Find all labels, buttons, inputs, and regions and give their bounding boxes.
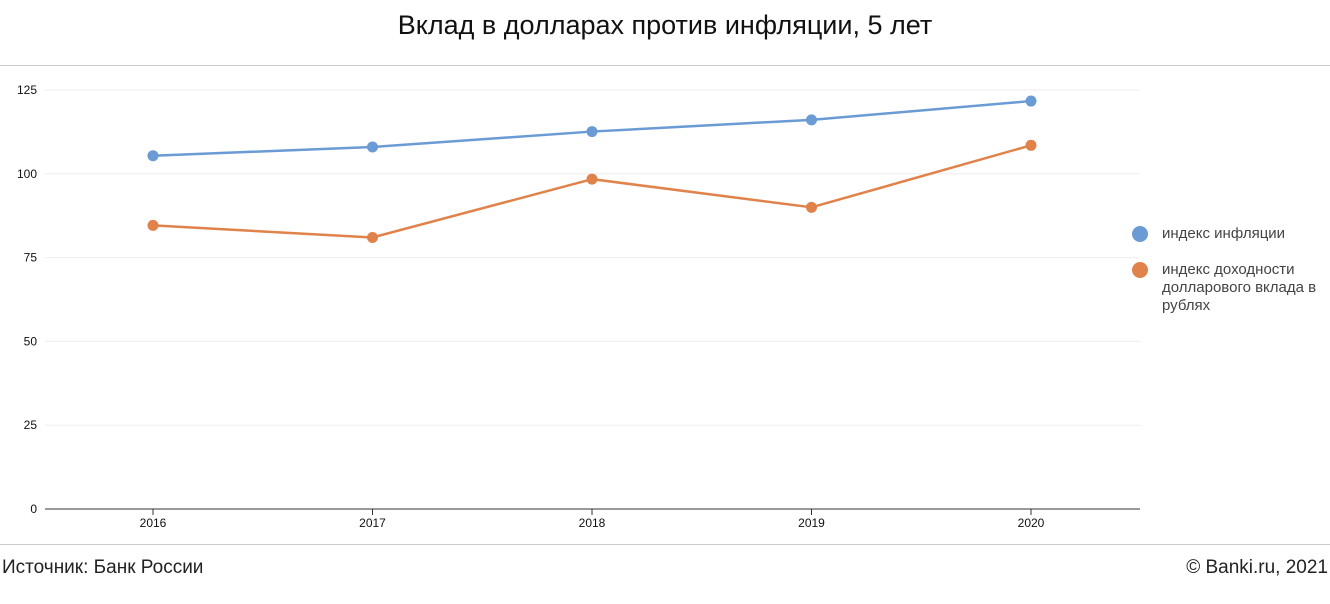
bottom-divider xyxy=(0,544,1330,545)
x-tick-label: 2018 xyxy=(579,516,606,530)
y-tick-label: 100 xyxy=(17,167,37,181)
legend-label-deposit: индекс доходности долларового вклада в р… xyxy=(1162,261,1317,314)
y-tick-label: 25 xyxy=(24,418,38,432)
y-tick-label: 0 xyxy=(30,502,37,516)
chart-title: Вклад в долларах против инфляции, 5 лет xyxy=(397,10,933,40)
data-point[interactable] xyxy=(586,126,598,138)
data-point[interactable] xyxy=(1025,95,1037,107)
grid-lines xyxy=(45,89,1140,426)
axes: 0 25 50 75 100 125 2016 2017 2018 2019 2020 xyxy=(17,83,1140,530)
x-tick-label: 2017 xyxy=(359,516,386,530)
series-line-2 xyxy=(152,144,1032,239)
x-tick-label: 2019 xyxy=(798,516,825,530)
x-tick-label: 2016 xyxy=(140,516,167,530)
x-tick-label: 2020 xyxy=(1018,516,1045,530)
legend-label-inflation: индекс инфляции xyxy=(1162,225,1286,242)
source-note: Источник: Банк России xyxy=(2,557,204,578)
data-point[interactable] xyxy=(147,150,159,162)
data-point[interactable] xyxy=(367,231,378,243)
data-point[interactable] xyxy=(147,219,159,231)
y-tick-label: 75 xyxy=(24,251,38,265)
series xyxy=(147,95,1037,243)
data-point[interactable] xyxy=(1025,139,1037,151)
copyright-note: © Banki.ru, 2021 xyxy=(1186,557,1328,578)
y-tick-label: 125 xyxy=(17,83,37,97)
data-point[interactable] xyxy=(367,141,378,153)
y-tick-label: 50 xyxy=(24,334,38,348)
legend-item-inflation[interactable]: индекс инфляции xyxy=(1132,225,1322,243)
data-point[interactable] xyxy=(806,114,817,126)
legend-marker-inflation xyxy=(1132,226,1148,242)
legend-item-deposit[interactable]: индекс доходности долларового вклада в р… xyxy=(1132,261,1322,315)
legend: индекс инфляции индекс доходности доллар… xyxy=(1132,225,1322,333)
data-point[interactable] xyxy=(586,173,598,185)
top-divider xyxy=(0,65,1330,66)
data-point[interactable] xyxy=(806,201,817,213)
legend-marker-deposit xyxy=(1132,262,1148,278)
